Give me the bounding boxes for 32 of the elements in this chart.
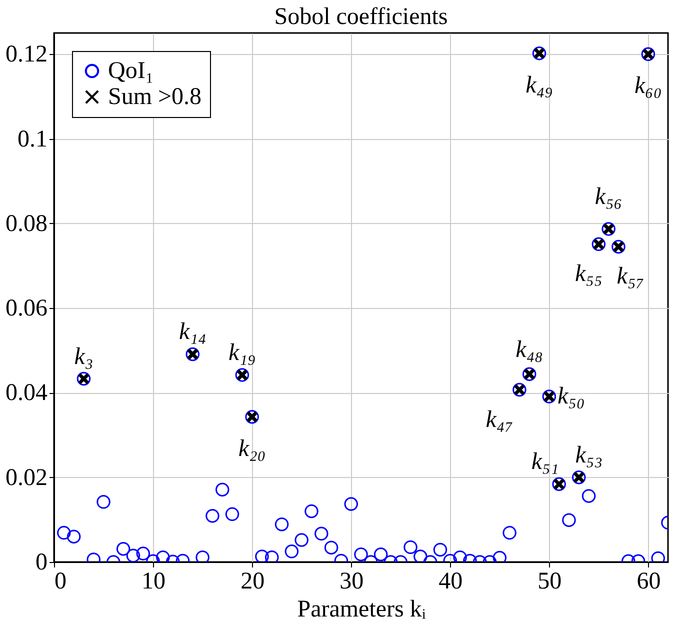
x-tick-label: 20: [240, 568, 265, 594]
y-tick-label: 0: [36, 550, 48, 576]
x-axis-title: Parameters kᵢ: [297, 596, 426, 622]
y-tick-label: 0.06: [6, 296, 48, 322]
annotation: k₄₈: [516, 337, 544, 364]
y-tick-label: 0.12: [6, 42, 48, 68]
annotation: k₂₀: [238, 436, 266, 462]
annotation: k₅₁: [531, 449, 559, 476]
x-tick-label: 40: [438, 568, 463, 594]
annotation: k₅₆: [594, 184, 622, 210]
x-tick-label: 0: [54, 568, 66, 594]
x-tick-label: 10: [142, 568, 166, 594]
annotation: k₆₀: [634, 73, 662, 100]
annotation: k₃: [74, 344, 94, 370]
annotation: k₅₅: [575, 261, 602, 288]
y-tick-label: 0.08: [6, 210, 48, 237]
y-tick-label: 0.1: [18, 126, 48, 152]
annotation: k₁₉: [228, 340, 256, 366]
x-tick-label: 50: [538, 568, 562, 594]
annotation: k₅₃: [575, 442, 603, 468]
x-tick-label: 60: [636, 568, 661, 594]
y-tick-label: 0.02: [6, 464, 48, 491]
annotation: k₄₉: [526, 72, 553, 98]
x-tick-label: 30: [340, 568, 364, 594]
annotation: k₅₀: [557, 384, 585, 410]
annotation: k₁₄: [178, 319, 206, 346]
annotation: k₄₇: [486, 406, 514, 433]
chart-title: Sobol coefficients: [274, 4, 448, 30]
legend-label: QoI₁: [108, 58, 154, 84]
annotation: k₅₇: [616, 264, 644, 290]
legend-label: Sum >0.8: [108, 84, 202, 110]
y-tick-label: 0.04: [6, 380, 48, 406]
